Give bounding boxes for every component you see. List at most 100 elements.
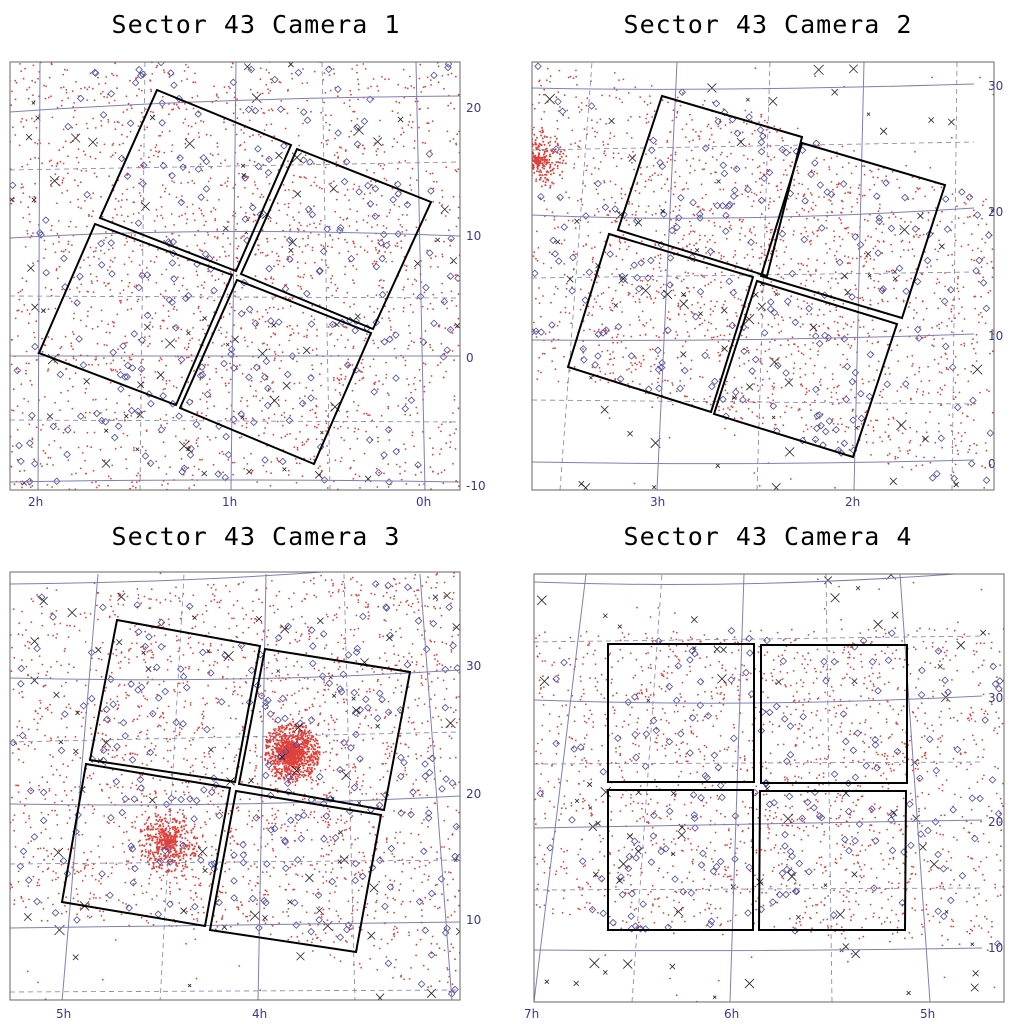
ra-grid-line [230,62,237,490]
star-point [88,264,91,267]
star-point [60,391,62,394]
star-point [712,212,714,215]
target-diamond [42,268,50,277]
star-point [69,220,72,223]
star-point [73,431,76,434]
star-point [895,297,898,300]
star-point [787,304,790,307]
star-point [413,140,416,142]
star-point [638,319,641,322]
star-point [376,388,379,390]
star-point [693,260,696,263]
bright-star-cross [314,470,323,479]
star-point [297,229,300,231]
star-point [683,313,686,316]
star-point [344,346,347,349]
star-point [689,165,692,167]
star-point [191,179,194,182]
star-point [266,311,269,314]
target-diamond [355,188,363,196]
target-diamond [275,318,283,326]
star-point [672,193,675,196]
star-point [363,412,365,415]
star-point [321,438,324,441]
star-point [829,248,831,250]
star-point [411,120,414,123]
star-point [357,98,359,101]
star-point [852,321,855,323]
star-point [911,354,914,357]
star-point [255,322,258,325]
star-point [782,263,785,266]
star-point [782,159,785,162]
star-point [951,304,954,307]
star-point [538,80,540,83]
star-point [836,186,839,189]
star-point [967,404,969,406]
star-point [178,264,181,267]
star-point [363,339,366,342]
cluster-star [554,140,557,143]
star-point [718,409,720,412]
star-point [71,385,74,388]
star-point [26,309,29,311]
star-point [50,159,53,162]
star-point [679,362,682,365]
star-point [126,308,129,311]
star-point [319,465,321,468]
star-point [131,353,134,355]
star-point [978,280,980,283]
star-point [404,413,406,416]
star-point [124,419,126,421]
star-point [138,264,141,266]
star-point [689,377,692,380]
star-point [613,87,616,89]
star-point [839,245,842,247]
star-point [716,335,719,338]
star-point [812,201,815,204]
star-point [819,277,822,279]
target-diamond [131,79,140,87]
star-point [589,328,591,331]
cluster-star [541,162,544,165]
star-point [877,168,880,171]
star-point [944,272,946,274]
star-point [366,295,369,297]
star-point [618,238,621,240]
star-point [396,242,399,245]
star-point [86,431,89,434]
star-point [980,266,983,268]
bright-star-cross [140,201,150,211]
star-point [840,199,843,202]
star-point [790,146,792,149]
star-point [266,238,269,240]
star-point [744,185,747,187]
star-point [353,110,356,113]
bright-star-cross [124,413,129,419]
target-diamond [123,172,132,180]
bright-star-cross [136,410,144,419]
star-point [198,136,201,139]
star-point [658,336,660,339]
star-point [615,165,618,168]
star-point [988,390,990,393]
star-point [200,412,203,415]
star-point [378,471,380,474]
star-point [728,408,731,411]
star-point [657,174,660,177]
star-point [872,267,875,270]
star-point [720,257,722,260]
star-point [107,484,109,487]
star-point [361,371,363,373]
star-point [854,396,856,399]
target-diamond [60,254,68,263]
star-point [50,185,53,188]
bright-star-cross [294,190,302,198]
star-point [714,272,717,275]
star-point [383,177,386,180]
cluster-star [513,165,515,167]
target-diamond [947,286,955,294]
star-point [64,140,67,143]
star-point [86,88,89,91]
star-point [812,208,814,211]
